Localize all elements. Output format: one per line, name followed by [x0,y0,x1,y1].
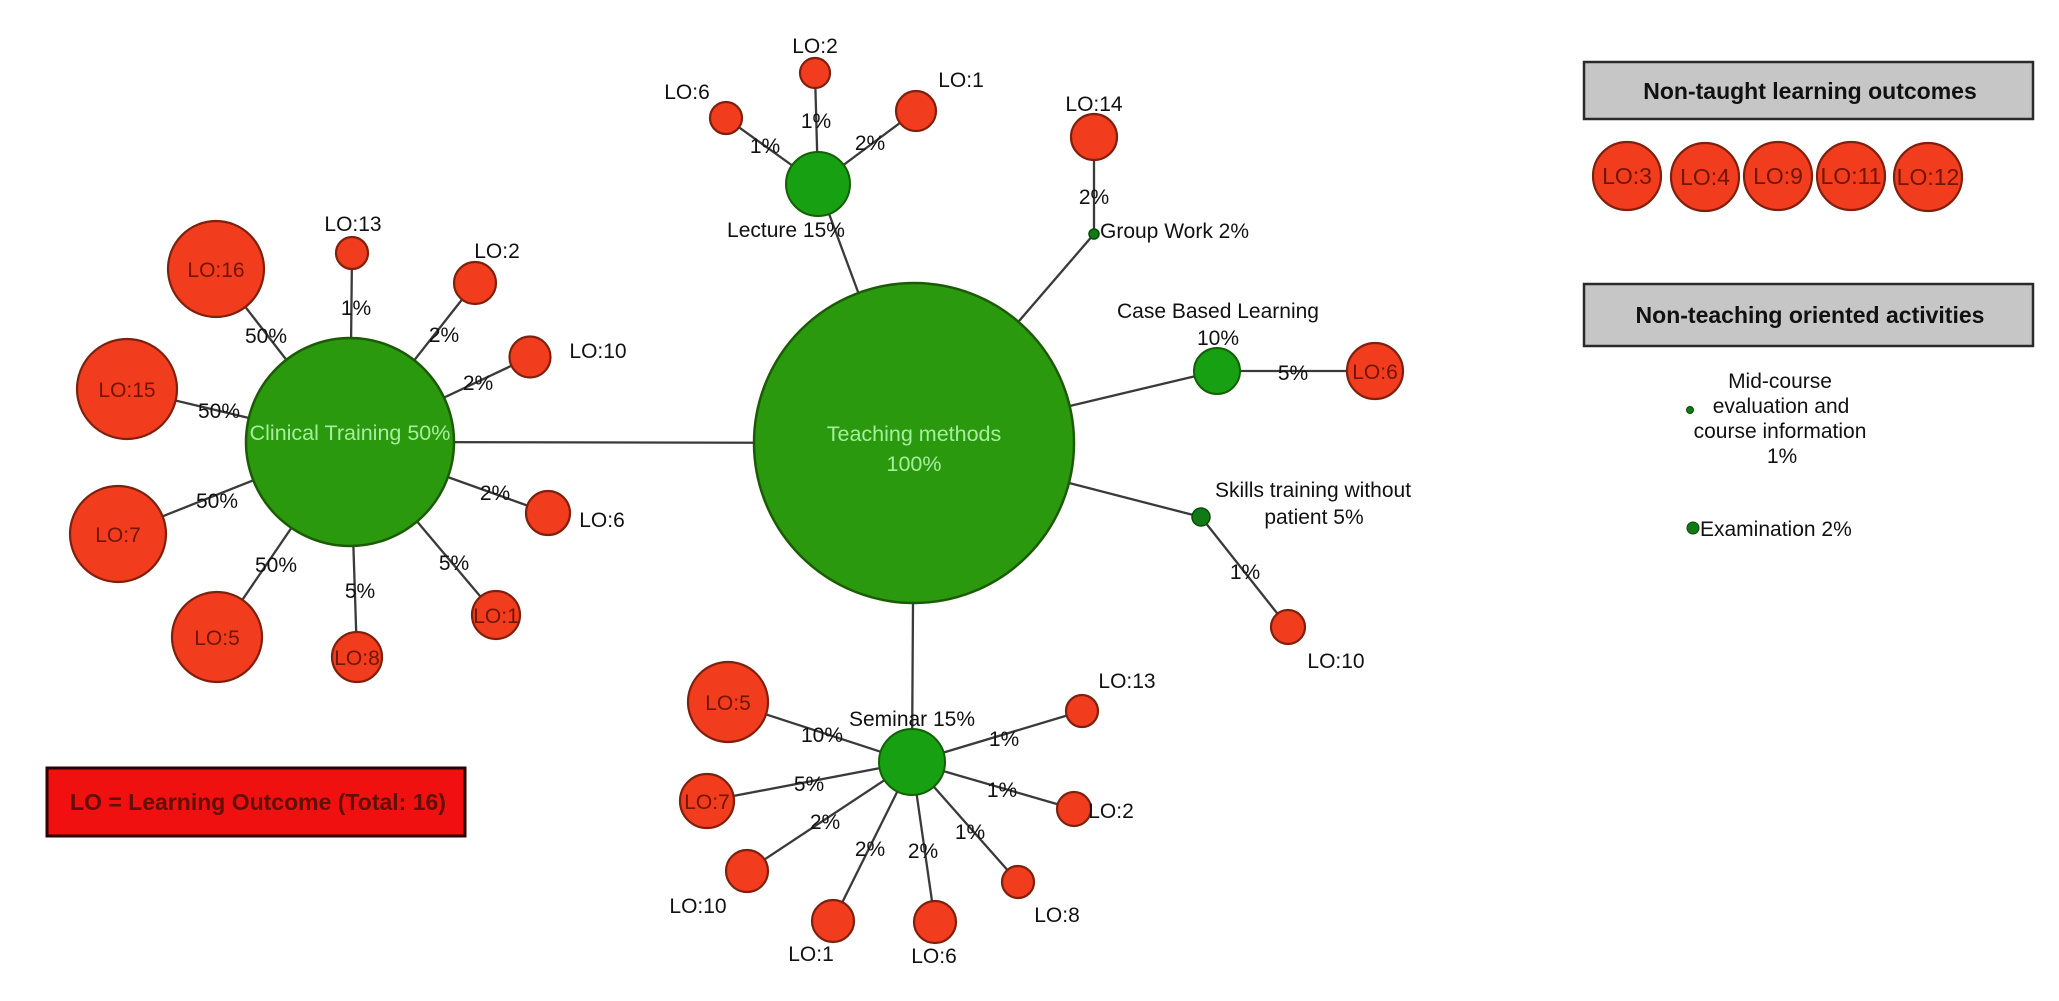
svg-text:Non-teaching oriented activiti: Non-teaching oriented activities [1636,302,1985,328]
svg-text:1%: 1% [989,728,1019,751]
svg-text:Mid-course: Mid-course [1728,370,1832,393]
svg-text:LO:8: LO:8 [334,647,380,670]
svg-text:LO:6: LO:6 [664,81,710,104]
svg-text:Non-taught learning outcomes: Non-taught learning outcomes [1643,78,1977,104]
svg-text:LO:1: LO:1 [473,605,519,628]
svg-text:LO:8: LO:8 [1034,904,1080,927]
svg-text:Case Based Learning: Case Based Learning [1117,300,1319,323]
svg-text:LO:6: LO:6 [1352,361,1398,384]
svg-text:LO:1: LO:1 [788,943,834,966]
svg-text:evaluation and: evaluation and [1713,395,1850,418]
svg-text:LO:13: LO:13 [324,213,381,236]
svg-text:Seminar 15%: Seminar 15% [849,708,975,731]
svg-text:LO:11: LO:11 [1821,163,1882,189]
svg-text:LO:14: LO:14 [1065,93,1123,116]
svg-text:LO:9: LO:9 [1753,163,1803,189]
svg-text:LO:12: LO:12 [1897,164,1960,190]
svg-text:50%: 50% [255,554,297,577]
svg-text:1%: 1% [341,297,371,320]
svg-text:2%: 2% [908,840,938,863]
svg-text:1%: 1% [955,821,985,844]
svg-text:LO:5: LO:5 [705,692,751,715]
svg-text:LO:10: LO:10 [1307,650,1364,673]
svg-text:LO:10: LO:10 [569,340,626,363]
svg-text:10%: 10% [801,724,843,747]
svg-text:2%: 2% [855,838,885,861]
svg-text:Group Work 2%: Group Work 2% [1100,220,1249,243]
svg-text:patient 5%: patient 5% [1264,506,1363,529]
svg-text:5%: 5% [439,552,469,575]
svg-text:100%: 100% [887,452,942,476]
svg-text:LO:6: LO:6 [579,509,625,532]
svg-text:Teaching methods: Teaching methods [827,422,1002,446]
svg-text:LO:16: LO:16 [187,259,244,282]
svg-text:Examination 2%: Examination 2% [1700,518,1852,541]
svg-text:LO:6: LO:6 [911,945,957,968]
svg-text:1%: 1% [801,110,831,133]
svg-text:LO:4: LO:4 [1680,164,1730,190]
svg-text:LO:3: LO:3 [1602,163,1652,189]
svg-text:LO:1: LO:1 [938,69,984,92]
svg-text:1%: 1% [750,135,780,158]
svg-text:LO:7: LO:7 [95,524,141,547]
svg-text:LO = Learning Outcome (Total:: LO = Learning Outcome (Total: 16) [70,789,446,815]
svg-text:LO:2: LO:2 [474,240,520,263]
svg-text:LO:7: LO:7 [684,791,730,814]
svg-text:1%: 1% [1767,445,1797,468]
svg-text:10%: 10% [1197,327,1239,350]
svg-text:Skills training without: Skills training without [1215,479,1411,502]
svg-text:2%: 2% [1079,186,1109,209]
svg-text:50%: 50% [196,490,238,513]
svg-text:5%: 5% [1278,362,1308,385]
svg-text:2%: 2% [463,372,493,395]
svg-text:5%: 5% [794,773,824,796]
svg-text:Clinical Training 50%: Clinical Training 50% [250,421,451,445]
svg-text:50%: 50% [245,325,287,348]
svg-text:5%: 5% [345,580,375,603]
svg-text:1%: 1% [1230,561,1260,584]
svg-text:LO:13: LO:13 [1098,670,1155,693]
svg-text:LO:2: LO:2 [792,35,838,58]
svg-text:2%: 2% [429,324,459,347]
svg-text:1%: 1% [987,779,1017,802]
svg-text:2%: 2% [855,132,885,155]
svg-text:LO:15: LO:15 [98,379,155,402]
svg-text:LO:10: LO:10 [669,895,726,918]
svg-text:2%: 2% [810,811,840,834]
svg-text:Lecture 15%: Lecture 15% [727,219,845,242]
svg-text:course information: course information [1694,420,1867,443]
svg-text:LO:2: LO:2 [1088,800,1134,823]
svg-text:50%: 50% [198,400,240,423]
svg-text:LO:5: LO:5 [194,627,240,650]
svg-text:2%: 2% [480,482,510,505]
